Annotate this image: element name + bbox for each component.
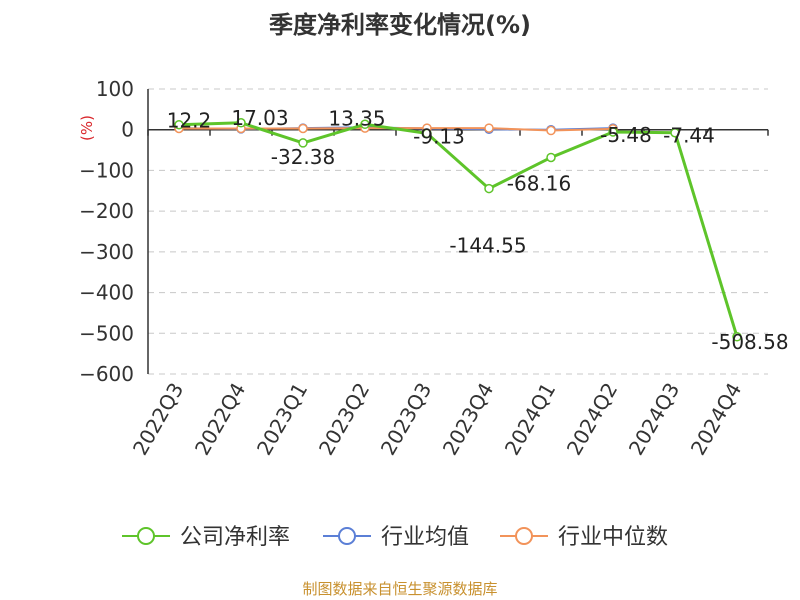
y-tick-label: −500 bbox=[79, 321, 134, 345]
series-point bbox=[236, 118, 246, 128]
data-label: -9.13 bbox=[413, 124, 465, 148]
data-label: -508.58 bbox=[711, 330, 788, 354]
data-label: -32.38 bbox=[271, 145, 335, 169]
legend-swatch-marker bbox=[515, 527, 533, 545]
series-point bbox=[546, 125, 556, 136]
y-tick-label: −200 bbox=[79, 199, 134, 223]
data-label: 17.03 bbox=[231, 106, 288, 130]
series-point bbox=[360, 119, 370, 130]
data-label: -5.48 bbox=[600, 123, 652, 147]
source-note: 制图数据来自恒生聚源数据库 bbox=[302, 580, 497, 598]
data-label-layer: 12.2 17.03 -32.38 13.35 -9.13 -144.55 -68.16 -5… bbox=[167, 106, 789, 354]
series-point bbox=[174, 119, 184, 130]
legend-swatch-marker bbox=[338, 527, 356, 545]
y-tick-label: −100 bbox=[79, 158, 134, 182]
x-tick-label: 2023Q3 bbox=[376, 379, 436, 460]
series-point bbox=[732, 332, 742, 342]
x-tick-label: 2024Q3 bbox=[624, 379, 684, 460]
y-tick-label: 0 bbox=[121, 118, 134, 142]
data-label: -7.44 bbox=[663, 124, 715, 148]
legend-label: 行业中位数 bbox=[558, 525, 668, 550]
series-point bbox=[298, 123, 308, 134]
data-label: -144.55 bbox=[449, 234, 526, 258]
series-point bbox=[484, 123, 494, 133]
x-tick-label: 2024Q1 bbox=[500, 379, 560, 460]
series-line bbox=[178, 121, 739, 338]
y-tick-label: 100 bbox=[96, 77, 134, 101]
series-point bbox=[484, 183, 494, 194]
data-label: 12.2 bbox=[167, 109, 212, 133]
series-point bbox=[298, 138, 308, 148]
data-label: -68.16 bbox=[507, 171, 571, 195]
series-point bbox=[670, 127, 680, 138]
series-point bbox=[608, 127, 618, 137]
series-point bbox=[422, 128, 432, 139]
y-tick-label: −400 bbox=[79, 281, 134, 305]
x-tick-label: 2023Q1 bbox=[252, 379, 312, 460]
x-tick-label: 2024Q4 bbox=[686, 379, 746, 460]
legend-swatch-marker bbox=[137, 527, 155, 545]
grid-layer bbox=[148, 88, 768, 375]
legend: 公司净利率 行业均值 行业中位数 bbox=[122, 525, 668, 550]
series-point bbox=[546, 152, 556, 163]
chart-title: 季度净利率变化情况(%) bbox=[269, 11, 531, 39]
x-tick-label: 2022Q4 bbox=[190, 379, 250, 460]
data-label: 13.35 bbox=[328, 106, 385, 130]
x-tick-label: 2022Q3 bbox=[128, 379, 188, 460]
x-tick-label: 2024Q2 bbox=[562, 379, 622, 460]
x-tick-label: 2023Q4 bbox=[438, 379, 498, 460]
legend-label: 行业均值 bbox=[381, 525, 469, 550]
y-tick-label: −600 bbox=[79, 362, 134, 386]
series-layer bbox=[174, 118, 742, 342]
y-axis-label: (%) bbox=[78, 115, 96, 141]
legend-label: 公司净利率 bbox=[180, 525, 290, 550]
y-tick-label: −300 bbox=[79, 240, 134, 264]
x-tick-label: 2023Q2 bbox=[314, 379, 374, 460]
